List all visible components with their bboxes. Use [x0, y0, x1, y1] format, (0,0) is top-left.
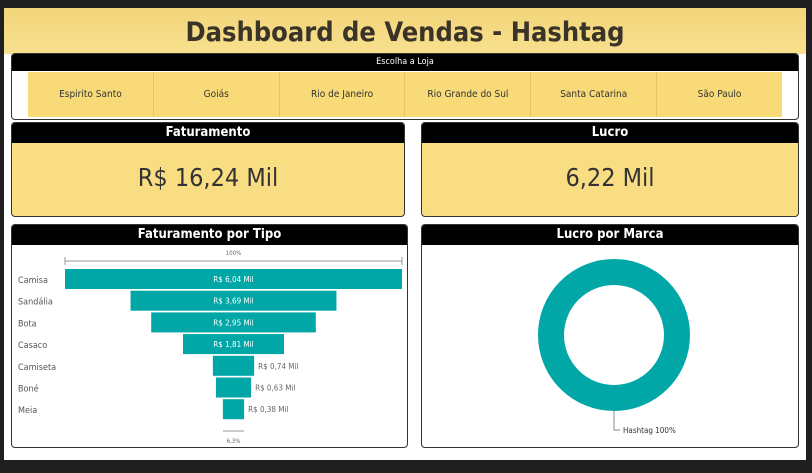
store-option-espirito-santo[interactable]: Espirito Santo [28, 72, 154, 117]
page-title: Dashboard de Vendas - Hashtag [4, 8, 806, 54]
donut-title: Lucro por Marca [422, 225, 798, 245]
lucro-card: Lucro 6,22 Mil [421, 122, 799, 217]
data-label: R$ 1,81 Mil [213, 340, 253, 349]
data-label: R$ 3,69 Mil [213, 297, 253, 306]
category-label: Casaco [18, 341, 47, 351]
funnel-bar [151, 312, 316, 333]
faturamento-card: Faturamento R$ 16,24 Mil [11, 122, 405, 217]
donut-slice-hashtag [538, 259, 690, 411]
category-label: Camiseta [18, 363, 56, 373]
store-option-santa-catarina[interactable]: Santa Catarina [531, 72, 658, 117]
store-option-rio-grande-do-sul[interactable]: Rio Grande do Sul [405, 72, 532, 117]
faturamento-title: Faturamento [12, 123, 404, 143]
store-option-goias[interactable]: Goiás [153, 72, 280, 117]
funnel-chart-panel: Faturamento por Tipo 100% Camisa R$ 6,04 M… [11, 224, 408, 448]
dashboard: Dashboard de Vendas - Hashtag Escolha a … [4, 8, 806, 460]
slice-label: Hashtag 100% [623, 426, 676, 435]
funnel-bar [222, 399, 245, 420]
category-label: Meia [18, 406, 37, 416]
category-label: Boné [18, 384, 39, 395]
data-label: R$ 0,74 Mil [258, 362, 298, 371]
slicer-title: Escolha a Loja [12, 54, 798, 71]
funnel-bar [130, 290, 337, 311]
data-label: R$ 2,95 Mil [213, 318, 253, 327]
category-label: Camisa [18, 276, 48, 286]
funnel-bar [215, 377, 252, 398]
top-percent-label: 100% [226, 250, 241, 257]
donut-chart: Hashtag 100% [538, 259, 690, 435]
category-label: Sandália [18, 298, 53, 308]
donut-chart-panel: Lucro por Marca Hashtag 100% [421, 224, 799, 448]
funnel-bar [212, 355, 255, 376]
funnel-bar [65, 269, 402, 289]
store-option-sao-paulo[interactable]: São Paulo [657, 72, 782, 117]
bottom-percent-label: 6,3% [227, 438, 241, 445]
store-slicer: Escolha a Loja Espirito Santo Goiás Rio … [11, 53, 799, 120]
store-option-rio-de-janeiro[interactable]: Rio de Janeiro [279, 72, 406, 117]
leader-line [613, 411, 620, 431]
lucro-title: Lucro [422, 123, 798, 143]
category-label: Bota [18, 319, 37, 329]
faturamento-value: R$ 16,24 Mil [137, 163, 279, 192]
data-label: R$ 0,38 Mil [248, 405, 288, 414]
data-label: R$ 6,04 Mil [213, 275, 253, 284]
data-label: R$ 0,63 Mil [255, 384, 295, 393]
funnel-bar [183, 334, 284, 355]
funnel-title: Faturamento por Tipo [12, 225, 407, 245]
lucro-value: 6,22 Mil [565, 163, 655, 192]
funnel-chart: 100% Camisa R$ 6,04 Mil Sandália R$ 3,69 Mil… [18, 250, 403, 445]
